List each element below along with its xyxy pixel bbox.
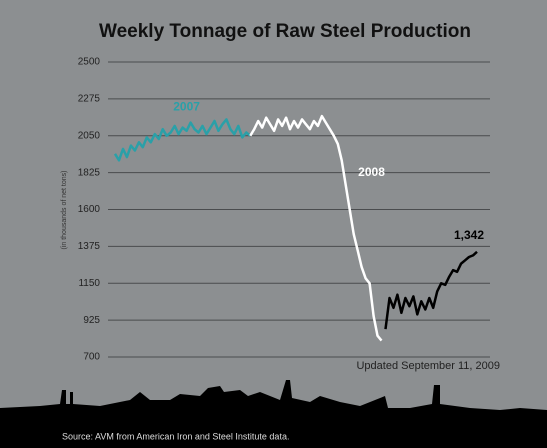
chart: Weekly Tonnage of Raw Steel Production (… bbox=[0, 0, 547, 448]
legend-label: 2008 bbox=[358, 165, 385, 179]
y-tick-label: 1825 bbox=[78, 167, 101, 178]
note: Updated September 11, 2009 bbox=[356, 360, 500, 372]
chart-title: Weekly Tonnage of Raw Steel Production bbox=[99, 21, 471, 42]
y-tick-label: 1375 bbox=[78, 241, 101, 252]
legend-label: 2007 bbox=[173, 100, 200, 114]
y-tick-label: 1150 bbox=[78, 278, 100, 289]
y-tick-label: 2275 bbox=[78, 94, 101, 105]
value-label: 1,342 bbox=[454, 228, 484, 242]
source: Source: AVM from American Iron and Steel… bbox=[62, 431, 289, 441]
y-tick-label: 700 bbox=[83, 352, 100, 363]
y-tick-label: 925 bbox=[83, 315, 100, 326]
y-tick-label: 2500 bbox=[78, 57, 101, 68]
page: Weekly Tonnage of Raw Steel Production (… bbox=[0, 0, 547, 448]
y-tick-label: 1600 bbox=[78, 204, 101, 215]
y-axis-label: (in thousands of net tons) bbox=[61, 171, 68, 250]
y-tick-label: 2050 bbox=[78, 130, 101, 141]
